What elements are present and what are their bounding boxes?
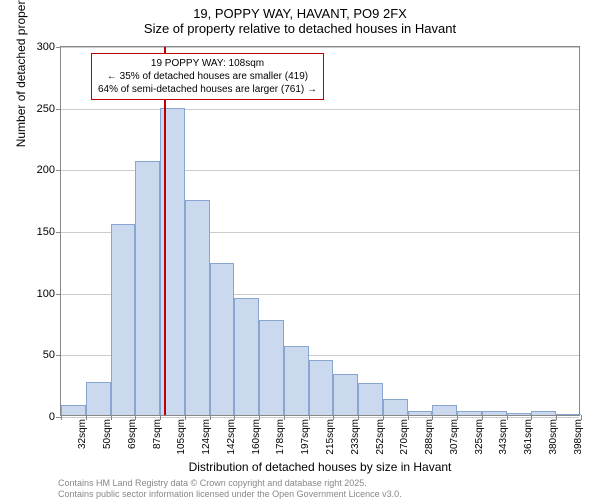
x-tick-label: 398sqm xyxy=(573,419,584,455)
x-tick-mark xyxy=(284,415,285,420)
gridline-h xyxy=(61,109,579,110)
annotation-line2: ← 35% of detached houses are smaller (41… xyxy=(98,70,317,83)
y-axis-label: Number of detached properties xyxy=(14,0,28,147)
bar xyxy=(482,411,507,415)
bar xyxy=(507,413,532,415)
footer-text: Contains HM Land Registry data © Crown c… xyxy=(58,478,402,500)
x-tick-label: 69sqm xyxy=(127,419,138,449)
chart-title-line2: Size of property relative to detached ho… xyxy=(0,21,600,36)
chart-title-line1: 19, POPPY WAY, HAVANT, PO9 2FX xyxy=(0,6,600,21)
x-tick-label: 270sqm xyxy=(399,419,410,455)
x-tick-label: 142sqm xyxy=(226,419,237,455)
title-block: 19, POPPY WAY, HAVANT, PO9 2FX Size of p… xyxy=(0,0,600,36)
x-tick-mark xyxy=(111,415,112,420)
footer-line1: Contains HM Land Registry data © Crown c… xyxy=(58,478,402,489)
annotation-box: 19 POPPY WAY: 108sqm← 35% of detached ho… xyxy=(91,53,324,100)
x-tick-label: 343sqm xyxy=(498,419,509,455)
x-tick-label: 32sqm xyxy=(77,419,88,449)
x-tick-label: 87sqm xyxy=(152,419,163,449)
x-tick-mark xyxy=(160,415,161,420)
y-tick-label: 100 xyxy=(37,288,55,300)
bar xyxy=(61,405,86,415)
y-tick-label: 300 xyxy=(37,41,55,53)
x-tick-label: 178sqm xyxy=(275,419,286,455)
highlight-line xyxy=(164,47,166,415)
y-tick-label: 50 xyxy=(43,349,55,361)
y-tick-label: 250 xyxy=(37,103,55,115)
x-tick-mark xyxy=(86,415,87,420)
x-tick-label: 197sqm xyxy=(300,419,311,455)
x-tick-label: 325sqm xyxy=(474,419,485,455)
x-tick-mark xyxy=(358,415,359,420)
bar xyxy=(333,374,358,415)
x-tick-mark xyxy=(210,415,211,420)
x-tick-mark xyxy=(309,415,310,420)
y-tick-mark xyxy=(56,109,61,110)
x-tick-mark xyxy=(408,415,409,420)
x-tick-label: 215sqm xyxy=(325,419,336,455)
x-tick-mark xyxy=(185,415,186,420)
plot-area: 05010015020025030032sqm50sqm69sqm87sqm10… xyxy=(60,46,580,416)
bar xyxy=(135,161,160,415)
y-tick-mark xyxy=(56,294,61,295)
bar xyxy=(86,382,111,415)
x-tick-mark xyxy=(333,415,334,420)
x-tick-label: 361sqm xyxy=(523,419,534,455)
x-tick-label: 160sqm xyxy=(251,419,262,455)
bar xyxy=(185,200,210,415)
bar xyxy=(309,360,334,416)
y-tick-mark xyxy=(56,170,61,171)
x-tick-label: 50sqm xyxy=(102,419,113,449)
annotation-line3: 64% of semi-detached houses are larger (… xyxy=(98,83,317,96)
x-tick-mark xyxy=(432,415,433,420)
x-tick-mark xyxy=(507,415,508,420)
y-tick-label: 150 xyxy=(37,226,55,238)
gridline-h xyxy=(61,417,579,418)
bar xyxy=(259,320,284,415)
x-tick-mark xyxy=(61,415,62,420)
bar xyxy=(432,405,457,415)
y-tick-mark xyxy=(56,355,61,356)
x-tick-mark xyxy=(581,415,582,420)
x-axis-label: Distribution of detached houses by size … xyxy=(60,460,580,474)
x-tick-mark xyxy=(556,415,557,420)
x-tick-mark xyxy=(383,415,384,420)
y-tick-label: 200 xyxy=(37,164,55,176)
x-tick-mark xyxy=(259,415,260,420)
bar xyxy=(210,263,235,415)
bar xyxy=(284,346,309,415)
bar xyxy=(358,383,383,415)
gridline-h xyxy=(61,47,579,48)
x-tick-mark xyxy=(457,415,458,420)
bar xyxy=(383,399,408,415)
bar xyxy=(408,411,433,415)
bar xyxy=(531,411,556,415)
annotation-line1: 19 POPPY WAY: 108sqm xyxy=(98,57,317,70)
x-tick-mark xyxy=(531,415,532,420)
y-tick-mark xyxy=(56,232,61,233)
bar xyxy=(556,414,581,415)
x-tick-label: 380sqm xyxy=(548,419,559,455)
bar xyxy=(457,411,482,415)
x-tick-label: 105sqm xyxy=(176,419,187,455)
y-tick-label: 0 xyxy=(49,411,55,423)
bar xyxy=(234,298,259,415)
x-tick-label: 252sqm xyxy=(375,419,386,455)
footer-line2: Contains public sector information licen… xyxy=(58,489,402,500)
x-tick-mark xyxy=(234,415,235,420)
bar xyxy=(111,224,136,415)
x-tick-mark xyxy=(135,415,136,420)
x-tick-label: 288sqm xyxy=(424,419,435,455)
y-tick-mark xyxy=(56,47,61,48)
x-tick-label: 307sqm xyxy=(449,419,460,455)
x-tick-mark xyxy=(482,415,483,420)
x-tick-label: 124sqm xyxy=(201,419,212,455)
x-tick-label: 233sqm xyxy=(350,419,361,455)
chart-container: 19, POPPY WAY, HAVANT, PO9 2FX Size of p… xyxy=(0,0,600,500)
